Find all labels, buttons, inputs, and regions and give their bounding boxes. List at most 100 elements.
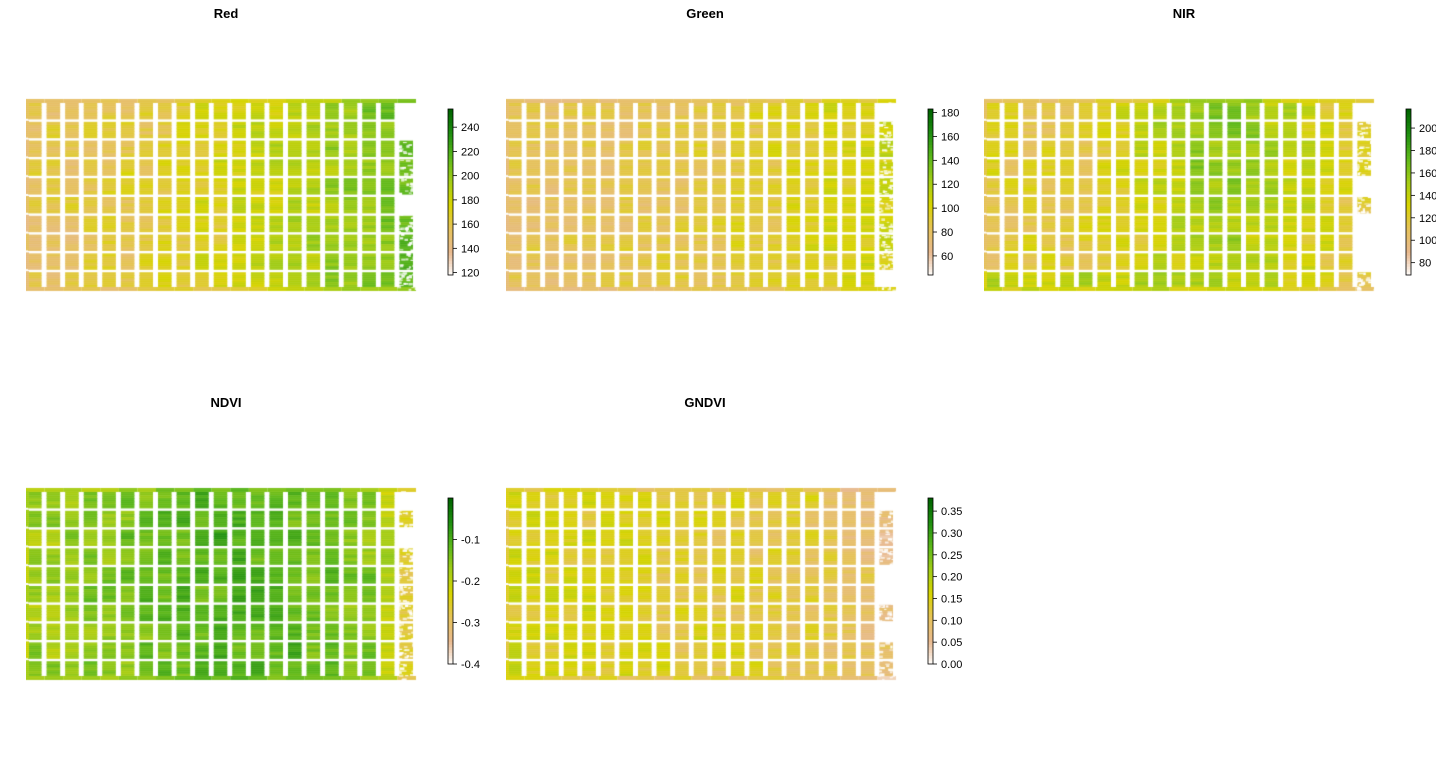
legend-color-step: [928, 608, 933, 612]
legend-color-step: [448, 261, 453, 265]
legend-color-step: [928, 539, 933, 543]
legend-color-step: [1406, 120, 1411, 124]
legend-color-step: [928, 269, 933, 273]
legend-color-step: [448, 611, 453, 615]
legend-color-step: [928, 619, 933, 623]
legend-color-step: [448, 655, 453, 659]
legend-color-step: [928, 205, 933, 210]
legend-color-step: [448, 214, 453, 218]
legend-color-step: [1406, 194, 1411, 199]
legend-color-step: [928, 222, 933, 226]
legend-color-step: [928, 628, 933, 632]
legend-color-step: [448, 203, 453, 207]
legend-color-step: [448, 547, 453, 552]
legend-tick-label: 0.35: [941, 506, 962, 518]
legend-color-step: [1406, 216, 1411, 221]
legend-color-step: [1406, 175, 1411, 179]
legend-color-step: [1406, 208, 1411, 212]
legend-color-step: [448, 572, 453, 576]
legend-color-step: [928, 175, 933, 179]
legend-color-step: [928, 120, 933, 124]
legend-color-step: [1406, 227, 1411, 232]
legend-color-step: [928, 525, 933, 529]
legend-color-step: [1406, 131, 1411, 135]
legend-color-step: [1406, 197, 1411, 201]
legend-color-step: [448, 498, 453, 502]
legend-color-step: [928, 558, 933, 563]
legend-color-step: [1406, 244, 1411, 248]
legend-color-step: [1406, 219, 1411, 223]
legend-color-step: [928, 594, 933, 599]
legend-color-step: [1406, 266, 1411, 270]
legend-color-step: [448, 169, 453, 174]
legend-color-step: [1406, 122, 1411, 127]
legend-color-step: [448, 183, 453, 187]
legend-color-step: [1406, 205, 1411, 210]
legend-color-step: [928, 189, 933, 193]
legend-color-step: [448, 244, 453, 248]
legend-color-step: [1406, 153, 1411, 157]
legend-color-step: [928, 164, 933, 168]
legend-color-step: [928, 241, 933, 246]
legend-color-step: [1406, 142, 1411, 146]
legend-color-step: [928, 661, 933, 665]
legend-color-step: [448, 117, 453, 121]
legend-color-step: [448, 531, 453, 535]
legend-color-step: [1406, 128, 1411, 132]
legend-color-step: [448, 241, 453, 246]
legend-color-step: [448, 255, 453, 259]
legend-color-step: [448, 114, 453, 118]
legend-color-step: [928, 125, 933, 129]
legend-color-step: [448, 608, 453, 612]
legend-color-step: [448, 180, 453, 185]
legend-color-step: [448, 109, 453, 113]
legend-color-step: [448, 614, 453, 618]
legend-color-step: [928, 511, 933, 516]
legend-color-step: [448, 263, 453, 268]
legend-color-step: [1406, 230, 1411, 234]
legend-color-step: [928, 592, 933, 596]
legend-color-step: [448, 158, 453, 163]
legend-color-step: [448, 139, 453, 143]
legend-green: 180 160 140 120 100 80 60: [927, 108, 959, 276]
legend-gndvi: 0.35 0.30 0.25 0.20 0.15 0.10 0.05 0.00: [927, 497, 962, 671]
legend-color-step: [448, 189, 453, 193]
legend-color-step: [448, 150, 453, 154]
legend-color-step: [1406, 189, 1411, 193]
legend-color-step: [448, 528, 453, 532]
legend-color-step: [448, 142, 453, 146]
legend-color-step: [448, 266, 453, 270]
legend-color-step: [928, 517, 933, 521]
legend-color-step: [448, 200, 453, 204]
legend-color-step: [448, 597, 453, 601]
legend-color-step: [928, 522, 933, 527]
legend-color-step: [928, 266, 933, 270]
legend-tick-label: 0.05: [941, 637, 962, 649]
legend-color-step: [1406, 211, 1411, 215]
legend-color-step: [1406, 117, 1411, 121]
legend-red: 240 220 200 180 160 140 120: [447, 108, 479, 280]
legend-tick-label: 0.10: [941, 615, 962, 627]
legend-color-step: [448, 633, 453, 637]
legend-color-step: [448, 153, 453, 157]
legend-tick-label: 200: [1419, 123, 1436, 135]
legend-color-step: [928, 533, 933, 538]
legend-color-step: [928, 528, 933, 532]
legend-tick-label: 160: [461, 219, 479, 231]
legend-color-step: [1406, 109, 1411, 113]
legend-color-step: [1406, 156, 1411, 160]
legend-color-step: [1406, 136, 1411, 140]
legend-color-step: [448, 536, 453, 540]
legend-color-step: [448, 586, 453, 590]
legend-color-step: [928, 261, 933, 265]
legend-color-step: [928, 147, 933, 151]
legend-color-step: [928, 625, 933, 629]
legend-color-step: [928, 531, 933, 535]
legend-color-step: [1406, 203, 1411, 207]
legend-color-step: [928, 139, 933, 143]
legend-color-step: [1406, 139, 1411, 143]
legend-color-step: [928, 616, 933, 621]
legend-color-step: [448, 575, 453, 579]
legend-color-step: [1406, 172, 1411, 176]
legend-color-step: [1406, 241, 1411, 246]
